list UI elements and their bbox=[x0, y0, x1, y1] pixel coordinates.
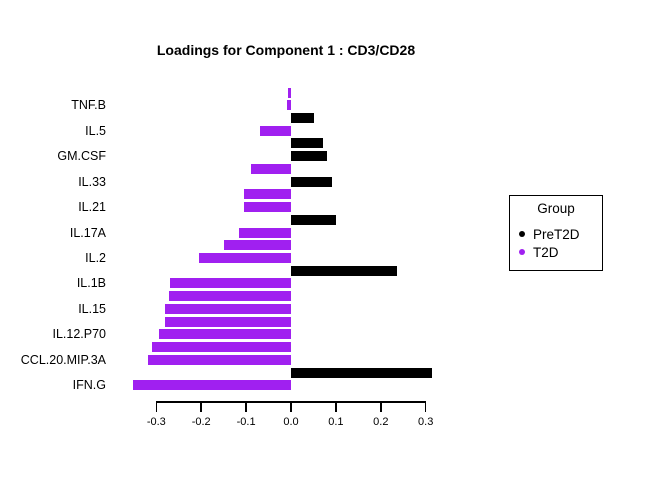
category-label-IL.15: IL.15 bbox=[78, 301, 106, 316]
bar-IL.5-T2D bbox=[259, 125, 291, 136]
bar-IFN.G-T2D bbox=[133, 380, 291, 391]
category-label-TNF.B: TNF.B bbox=[71, 98, 106, 113]
bar-TNF.B-T2D bbox=[287, 87, 291, 98]
bar-IL.33-PreT2D bbox=[291, 176, 333, 187]
legend-title: Group bbox=[537, 201, 575, 216]
chart-title: Loadings for Component 1 : CD3/CD28 bbox=[156, 42, 416, 58]
bar-IL.1B-PreT2D bbox=[291, 265, 398, 276]
legend-item-label: PreT2D bbox=[533, 226, 580, 242]
bar-CCL.20.MIP.3A-T2D bbox=[147, 354, 291, 365]
bar-IL.17A-PreT2D bbox=[291, 214, 337, 225]
x-axis-tick bbox=[424, 401, 427, 412]
x-axis-tick bbox=[290, 401, 292, 412]
x-tick-label: -0.1 bbox=[236, 416, 256, 428]
bar-IL.2-T2D bbox=[224, 240, 291, 251]
x-axis-tick bbox=[200, 401, 202, 412]
bar-IL.17A-T2D bbox=[239, 227, 291, 238]
x-axis-tick bbox=[245, 401, 247, 412]
category-label-IFN.G: IFN.G bbox=[72, 378, 106, 393]
bar-IL.15-T2D bbox=[164, 303, 291, 314]
category-label-IL.33: IL.33 bbox=[78, 174, 106, 189]
x-axis-tick bbox=[155, 401, 158, 412]
bar-IL.1B-T2D bbox=[169, 278, 291, 289]
pret2d-dot-icon bbox=[519, 231, 525, 237]
bar-CCL.20.MIP.3A-T2D bbox=[151, 342, 291, 353]
bar-IL.12.P70-T2D bbox=[158, 329, 291, 340]
bar-IL.12.P70-T2D bbox=[164, 316, 291, 327]
legend: Group PreT2D T2D bbox=[509, 195, 603, 271]
bar-IL.33-T2D bbox=[251, 163, 291, 174]
x-tick-label: 0.0 bbox=[283, 416, 299, 428]
bar-TNF.B-T2D bbox=[286, 100, 291, 111]
x-tick-label: 0.1 bbox=[328, 416, 344, 428]
bar-IL.2-T2D bbox=[198, 252, 291, 263]
x-tick-label: -0.3 bbox=[146, 416, 166, 428]
legend-item-t2d: T2D bbox=[510, 243, 602, 261]
category-label-IL.17A: IL.17A bbox=[69, 225, 106, 240]
x-axis-tick bbox=[380, 401, 382, 412]
x-axis-tick bbox=[335, 401, 337, 412]
bar-IL.5-PreT2D bbox=[291, 112, 315, 123]
legend-item-pret2d: PreT2D bbox=[510, 225, 602, 243]
category-label-IL.2: IL.2 bbox=[85, 250, 106, 265]
bar-IL.21-T2D bbox=[244, 189, 291, 200]
category-label-GM.CSF: GM.CSF bbox=[57, 149, 106, 164]
x-tick-label: -0.2 bbox=[191, 416, 211, 428]
category-label-CCL.20.MIP.3A: CCL.20.MIP.3A bbox=[20, 352, 106, 367]
bar-GM.CSF-PreT2D bbox=[291, 151, 327, 162]
category-label-IL.12.P70: IL.12.P70 bbox=[52, 327, 106, 342]
bar-IL.15-T2D bbox=[168, 291, 291, 302]
x-tick-label: 0.3 bbox=[418, 416, 434, 428]
legend-item-label: T2D bbox=[533, 244, 559, 260]
category-label-IL.21: IL.21 bbox=[78, 200, 106, 215]
x-tick-label: 0.2 bbox=[373, 416, 389, 428]
bar-IFN.G-PreT2D bbox=[291, 367, 433, 378]
category-label-IL.1B: IL.1B bbox=[76, 276, 106, 291]
bar-GM.CSF-PreT2D bbox=[291, 138, 324, 149]
t2d-dot-icon bbox=[519, 249, 525, 255]
bar-IL.21-T2D bbox=[244, 202, 291, 213]
category-label-IL.5: IL.5 bbox=[85, 123, 106, 138]
